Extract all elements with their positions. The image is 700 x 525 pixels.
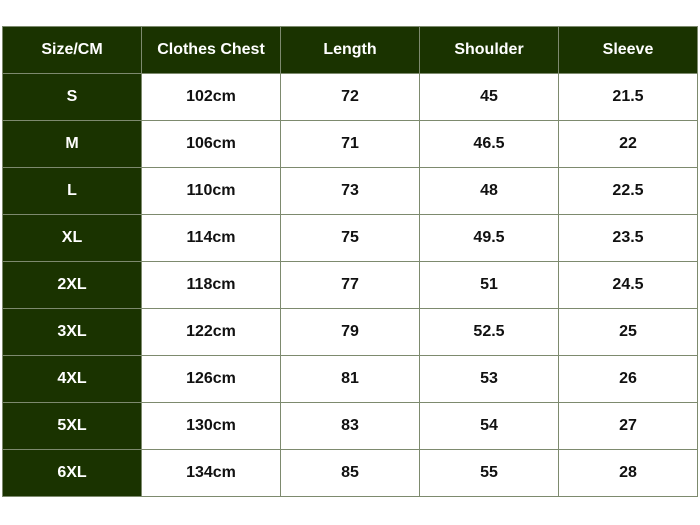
- table-cell: 130cm: [141, 402, 281, 450]
- size-label-cell: 2XL: [2, 261, 142, 309]
- table-cell: 73: [280, 167, 420, 215]
- table-cell: 48: [419, 167, 559, 215]
- table-cell: 21.5: [558, 73, 698, 121]
- table-row: 6XL 134cm 85 55 28: [2, 449, 698, 497]
- table-cell: 106cm: [141, 120, 281, 168]
- size-label-cell: 6XL: [2, 449, 142, 497]
- table-cell: 118cm: [141, 261, 281, 309]
- header-row: Size/CM Clothes Chest Length Shoulder Sleeve: [2, 26, 698, 74]
- column-header: Sleeve: [558, 26, 698, 74]
- table-row: L 110cm 73 48 22.5: [2, 167, 698, 215]
- table-cell: 53: [419, 355, 559, 403]
- table-cell: 126cm: [141, 355, 281, 403]
- column-header: Shoulder: [419, 26, 559, 74]
- table-cell: 45: [419, 73, 559, 121]
- table-cell: 77: [280, 261, 420, 309]
- size-chart-table: Size/CM Clothes Chest Length Shoulder Sleeve…: [2, 26, 698, 497]
- table-cell: 71: [280, 120, 420, 168]
- table-row: S 102cm 72 45 21.5: [2, 73, 698, 121]
- column-header: Length: [280, 26, 420, 74]
- table-cell: 28: [558, 449, 698, 497]
- table-cell: 114cm: [141, 214, 281, 262]
- table-cell: 49.5: [419, 214, 559, 262]
- table-cell: 81: [280, 355, 420, 403]
- size-label-cell: 5XL: [2, 402, 142, 450]
- table-cell: 54: [419, 402, 559, 450]
- table-cell: 27: [558, 402, 698, 450]
- table-row: 2XL 118cm 77 51 24.5: [2, 261, 698, 309]
- table-cell: 122cm: [141, 308, 281, 356]
- size-label-cell: 3XL: [2, 308, 142, 356]
- table-cell: 75: [280, 214, 420, 262]
- table-cell: 46.5: [419, 120, 559, 168]
- table-row: M 106cm 71 46.5 22: [2, 120, 698, 168]
- table-cell: 85: [280, 449, 420, 497]
- table-cell: 23.5: [558, 214, 698, 262]
- size-label-cell: 4XL: [2, 355, 142, 403]
- size-label-cell: M: [2, 120, 142, 168]
- table-row: 4XL 126cm 81 53 26: [2, 355, 698, 403]
- table-cell: 26: [558, 355, 698, 403]
- table-cell: 102cm: [141, 73, 281, 121]
- table-cell: 52.5: [419, 308, 559, 356]
- table-cell: 134cm: [141, 449, 281, 497]
- table-cell: 24.5: [558, 261, 698, 309]
- table-cell: 83: [280, 402, 420, 450]
- size-label-cell: S: [2, 73, 142, 121]
- size-label-cell: L: [2, 167, 142, 215]
- table-cell: 72: [280, 73, 420, 121]
- table-row: 3XL 122cm 79 52.5 25: [2, 308, 698, 356]
- table-cell: 22: [558, 120, 698, 168]
- table-cell: 79: [280, 308, 420, 356]
- table-cell: 55: [419, 449, 559, 497]
- column-header: Clothes Chest: [141, 26, 281, 74]
- table-cell: 25: [558, 308, 698, 356]
- size-label-cell: XL: [2, 214, 142, 262]
- table-cell: 51: [419, 261, 559, 309]
- table-row: XL 114cm 75 49.5 23.5: [2, 214, 698, 262]
- column-header: Size/CM: [2, 26, 142, 74]
- table-row: 5XL 130cm 83 54 27: [2, 402, 698, 450]
- table-cell: 22.5: [558, 167, 698, 215]
- table-cell: 110cm: [141, 167, 281, 215]
